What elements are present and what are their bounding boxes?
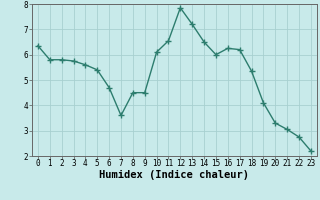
X-axis label: Humidex (Indice chaleur): Humidex (Indice chaleur): [100, 170, 249, 180]
